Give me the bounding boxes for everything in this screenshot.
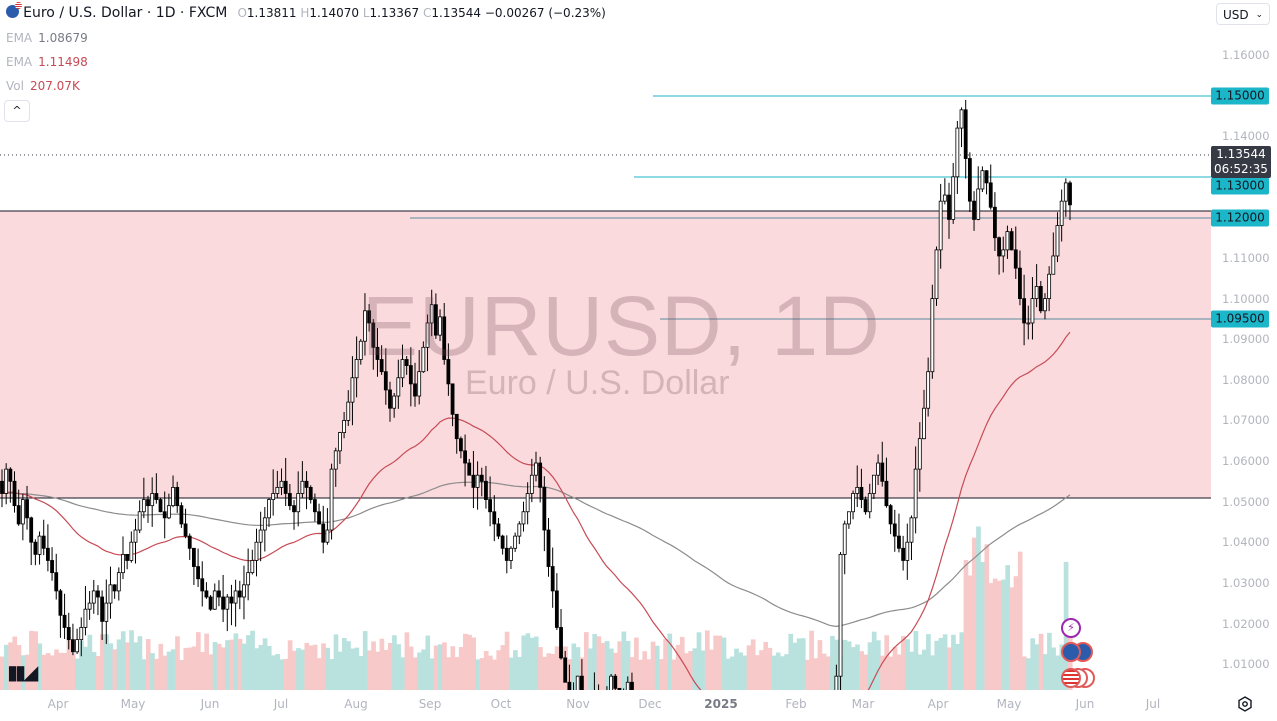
close-value: 1.13544 [431,6,481,20]
level-tag-1-13000[interactable]: 1.13000 [1211,177,1269,195]
indicator-volume[interactable]: Vol 207.07K [6,79,80,93]
time-tick: Sep [418,697,442,711]
price-tick: 1.04000 [1222,535,1270,549]
price-tick: 1.16000 [1222,48,1270,62]
tradingview-logo[interactable]: ▮▮◢ [7,660,38,684]
price-tick: 1.01000 [1222,657,1270,671]
chevron-down-icon: ⌄ [1255,10,1263,20]
time-tick: Feb [785,697,807,711]
indicator-ema-slow[interactable]: EMA 1.08679 [6,31,88,45]
price-tick: 1.06000 [1222,454,1270,468]
volume-value: 207.07K [29,79,80,93]
bar-countdown: 06:52:35 [1214,162,1268,176]
ema-slow-value: 1.08679 [38,31,88,45]
level-tag-1-12000[interactable]: 1.12000 [1211,209,1269,227]
high-value: 1.14070 [309,6,360,20]
volume-histogram [0,526,1073,690]
ohlc-values: O1.13811 H1.14070 L1.13367 C1.13544 −0.0… [237,6,606,20]
time-tick: Apr [47,697,69,711]
price-tick: 1.11000 [1222,251,1270,265]
price-tick: 1.09000 [1222,332,1270,346]
price-tick: 1.03000 [1222,576,1270,590]
level-tag-1-09500[interactable]: 1.09500 [1211,310,1269,328]
watermark-symbol: EURUSD, 1D [362,279,881,373]
open-value: 1.13811 [246,6,297,20]
current-price-value: 1.13544 [1216,147,1266,161]
supply-demand-zone [0,211,1211,498]
symbol-legend: Euro / U.S. Dollar · 1D · FXCM O1.13811 … [6,2,606,21]
time-tick: Apr [927,697,949,711]
time-tick: May [120,697,146,711]
ema-fast-value: 1.11498 [38,55,88,69]
time-tick-year: 2025 [704,697,738,711]
us-event-icon[interactable] [1061,668,1081,688]
collapse-legend-button[interactable]: ^ [4,100,30,122]
price-tick: 1.10000 [1222,292,1270,306]
time-tick: Jul [273,697,289,711]
time-tick: Mar [851,697,875,711]
current-price-tag: 1.13544 06:52:35 [1211,146,1271,178]
currency-select[interactable]: USD ⌄ [1216,3,1270,25]
eu-event-icon[interactable] [1061,642,1081,662]
time-tick: Nov [566,697,590,711]
time-tick: May [996,697,1022,711]
lightning-event-icon[interactable]: ⚡ [1061,618,1081,638]
price-tick: 1.14000 [1222,129,1270,143]
low-value: 1.13367 [369,6,420,20]
price-tick: 1.05000 [1222,495,1270,509]
euro-usd-flag-icon [6,2,22,18]
time-tick: Aug [344,697,368,711]
time-tick: Dec [638,697,662,711]
indicator-ema-fast[interactable]: EMA 1.11498 [6,55,88,69]
price-tick: 1.07000 [1222,413,1270,427]
time-tick: Jun [1075,697,1095,711]
price-tick: 1.08000 [1222,373,1270,387]
time-tick: Jul [1145,697,1161,711]
time-tick: Jun [200,697,220,711]
price-tick: 1.02000 [1222,617,1270,631]
watermark-description: Euro / U.S. Dollar [465,364,730,402]
time-tick: Oct [490,697,512,711]
settings-gear-icon[interactable] [1237,696,1253,712]
price-chart-canvas[interactable] [0,0,1211,690]
symbol-title[interactable]: Euro / U.S. Dollar · 1D · FXCM [23,5,228,21]
change-value: −0.00267 (−0.23%) [484,6,606,20]
level-tag-1-15000[interactable]: 1.15000 [1211,87,1269,105]
chevron-up-icon: ^ [12,104,22,117]
candlestick-series [0,99,1072,690]
